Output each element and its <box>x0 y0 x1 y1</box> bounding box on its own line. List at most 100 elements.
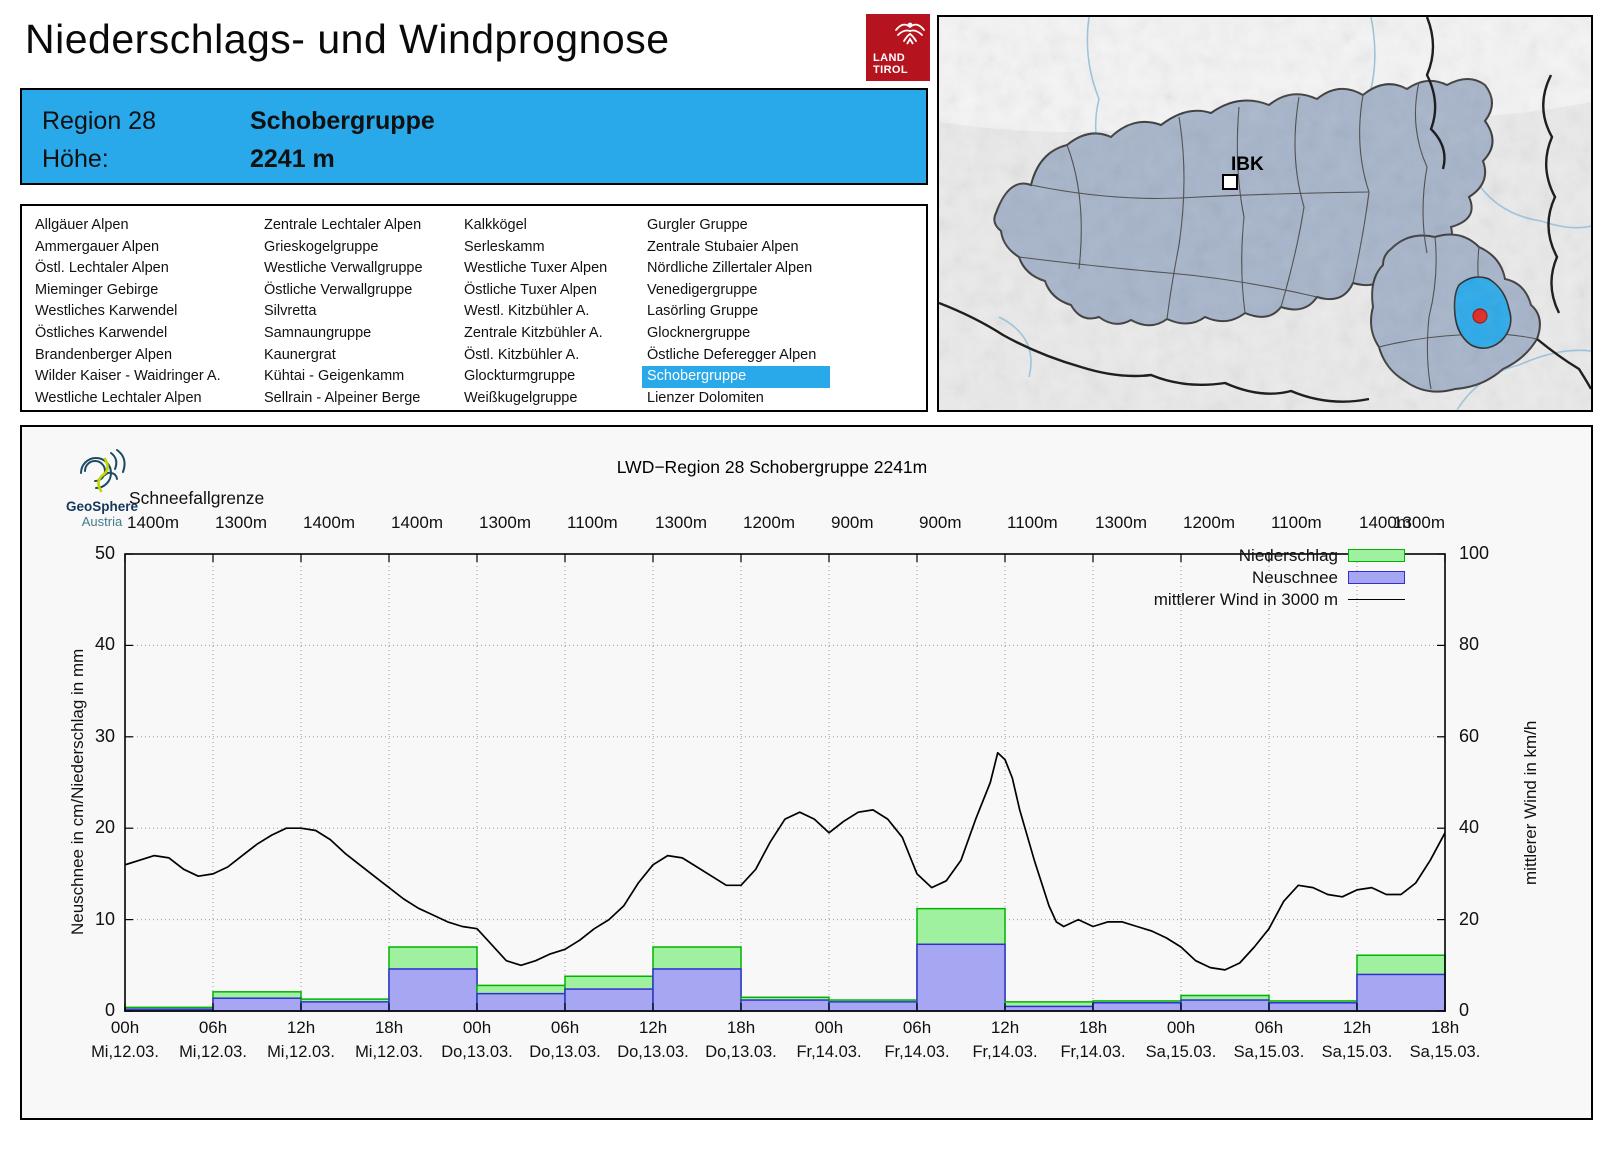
y-right-tick-label: 60 <box>1459 725 1480 746</box>
region-item-selected[interactable]: Schobergruppe <box>642 366 830 388</box>
region-item[interactable]: Lasörling Gruppe <box>647 303 759 320</box>
x-tick-time: 18h <box>726 1018 756 1037</box>
x-tick-date: Sa,15.03. <box>1233 1043 1305 1061</box>
chart-title: LWD−Region 28 Schobergruppe 2241m <box>616 457 928 477</box>
region-item[interactable]: Zentrale Stubaier Alpen <box>647 238 799 255</box>
x-tick-date: Sa,15.03. <box>1145 1043 1217 1061</box>
snowline-value: 1200m <box>1183 513 1235 532</box>
region-item[interactable]: Silvretta <box>264 303 317 320</box>
y-left-axis-title: Neuschnee in cm/Niederschlag in mm <box>68 648 87 935</box>
geosphere-name: GeoSphere <box>65 499 139 514</box>
map-canvas: IBK <box>939 17 1591 410</box>
region-item[interactable]: Östl. Kitzbühler A. <box>464 346 580 363</box>
region-item[interactable]: Westl. Kitzbühler A. <box>464 303 590 320</box>
region-item[interactable]: Samnaungruppe <box>264 324 372 341</box>
snowline-value: 1300m <box>1095 513 1147 532</box>
y-left-tick-label: 10 <box>94 908 115 929</box>
bar-neuschnee <box>300 1001 390 1012</box>
tirol-map[interactable]: IBK <box>937 15 1593 412</box>
region-item[interactable]: Zentrale Lechtaler Alpen <box>264 217 422 233</box>
tirol-eagle-icon <box>895 22 925 45</box>
region-item[interactable]: Wilder Kaiser - Waidringer A. <box>35 368 221 385</box>
legend-row: Niederschlag <box>1239 546 1405 565</box>
region-item[interactable]: Zentrale Kitzbühler A. <box>464 324 603 341</box>
region-item[interactable]: Östliches Karwendel <box>35 324 168 341</box>
region-item[interactable]: Nördliche Zillertaler Alpen <box>647 260 813 277</box>
legend-label: Niederschlag <box>1238 545 1338 565</box>
region-item[interactable]: Venedigergruppe <box>647 281 758 298</box>
region-item[interactable]: Westliche Lechtaler Alpen <box>35 389 202 406</box>
region-item[interactable]: Serleskamm <box>464 238 545 255</box>
x-tick-time: 00h <box>814 1018 844 1037</box>
region-item[interactable]: Ammergauer Alpen <box>35 238 160 255</box>
x-tick-time: 06h <box>550 1018 580 1037</box>
y-left-tick-label: 30 <box>94 725 115 746</box>
region-item[interactable]: Glocknergruppe <box>647 324 751 341</box>
region-item[interactable]: Östliche Tuxer Alpen <box>464 281 597 298</box>
legend-label: mittlerer Wind in 3000 m <box>1153 589 1338 609</box>
wind-line <box>124 751 1446 971</box>
snowline-value: 1400m <box>391 513 443 532</box>
region-item[interactable]: Kaunergrat <box>264 346 336 363</box>
snowline-value: 900m <box>919 513 962 532</box>
snowline-value: 1300m <box>479 513 531 532</box>
snowline-value: 1300m <box>1393 513 1445 532</box>
snowline-value: 1100m <box>567 513 618 532</box>
bar-neuschnee <box>652 968 742 1012</box>
region-item[interactable]: Gurgler Gruppe <box>647 217 748 233</box>
region-item[interactable]: Östl. Lechtaler Alpen <box>35 260 169 277</box>
snowline-value: 1400m <box>303 513 355 532</box>
x-tick-time: 00h <box>110 1018 140 1037</box>
forecast-chart-panel: GeoSphere Austria LWD−Region 28 Schoberg… <box>20 425 1593 1120</box>
region-item[interactable]: Kühtai - Geigenkamm <box>264 368 405 385</box>
x-tick-time: 00h <box>1166 1018 1196 1037</box>
y-left-tick-label: 0 <box>104 1000 115 1020</box>
region-item[interactable]: Brandenberger Alpen <box>35 346 173 363</box>
map-national-borders <box>939 17 1591 403</box>
bar-neuschnee <box>916 943 1006 1012</box>
region-item[interactable]: Lienzer Dolomiten <box>647 389 764 406</box>
chart-plot <box>124 553 1446 1012</box>
snowline-value: 1100m <box>1271 513 1322 532</box>
bar-neuschnee <box>476 992 566 1012</box>
x-tick-time: 06h <box>198 1018 228 1037</box>
x-tick-date: Do,13.03. <box>617 1043 689 1061</box>
legend-label: Neuschnee <box>1251 567 1338 587</box>
region-item[interactable]: Allgäuer Alpen <box>35 217 129 233</box>
region-column: Gurgler Gruppe Zentrale Stubaier Alpen Nör… <box>642 215 917 410</box>
x-tick-date: Fr,14.03. <box>884 1043 950 1061</box>
region-column: Zentrale Lechtaler Alpen Grieskogelgruppe… <box>264 215 464 410</box>
region-item[interactable]: Westliches Karwendel <box>35 303 178 320</box>
region-item[interactable]: Mieminger Gebirge <box>35 281 159 298</box>
x-tick-time: 06h <box>902 1018 932 1037</box>
chart-legend: Niederschlag Neuschnee mittlerer Wind in 3… <box>1154 546 1405 609</box>
region-item[interactable]: Glockturmgruppe <box>464 368 576 385</box>
x-tick-date: Fr,14.03. <box>972 1043 1038 1061</box>
legend-swatch-box <box>1348 549 1405 562</box>
x-tick-time: 00h <box>462 1018 492 1037</box>
map-terrain-texture <box>939 17 1591 410</box>
altitude-label: Höhe: <box>42 144 109 173</box>
x-tick-time: 12h <box>990 1018 1020 1037</box>
region-item[interactable]: Kalkkögel <box>464 217 527 233</box>
x-tick-time: 12h <box>638 1018 668 1037</box>
region-item[interactable]: Grieskogelgruppe <box>264 238 379 255</box>
region-item[interactable]: Östliche Deferegger Alpen <box>647 346 817 363</box>
x-tick-time: 12h <box>1342 1018 1372 1037</box>
snowline-value: 1300m <box>655 513 707 532</box>
region-item[interactable]: Westliche Tuxer Alpen <box>464 260 608 277</box>
snowline-value: 1100m <box>1007 513 1058 532</box>
region-column: Kalkkögel Serleskamm Westliche Tuxer Alpen… <box>464 215 647 410</box>
y-right-tick-label: 80 <box>1459 634 1480 655</box>
region-item[interactable]: Sellrain - Alpeiner Berge <box>264 389 421 406</box>
snowline-value: 1200m <box>743 513 795 532</box>
snowline-value: 1300m <box>215 513 267 532</box>
region-item[interactable]: Weißkugelgruppe <box>464 389 578 406</box>
bar-neuschnee <box>388 968 478 1012</box>
snowline-value: 1400m <box>127 513 179 532</box>
region-item[interactable]: Westliche Verwallgruppe <box>264 260 423 277</box>
y-left-tick-label: 40 <box>94 634 115 655</box>
y-right-tick-label: 100 <box>1459 543 1490 563</box>
region-item[interactable]: Östliche Verwallgruppe <box>264 281 413 298</box>
